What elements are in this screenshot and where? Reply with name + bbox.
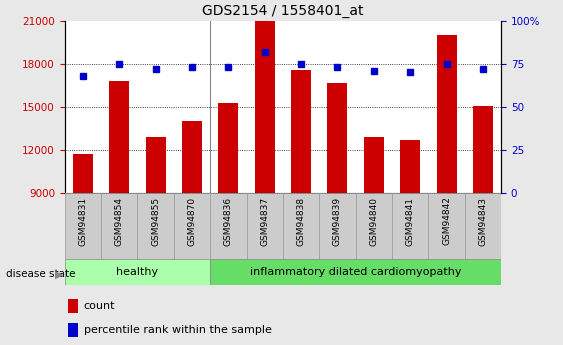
Bar (73, 155, 93, 193)
Bar (109, 81, 129, 193)
Text: disease state: disease state (6, 269, 75, 279)
Bar (473, 106, 493, 193)
Text: GSM94840: GSM94840 (369, 197, 378, 246)
Bar (254, 21, 275, 193)
FancyBboxPatch shape (210, 259, 501, 285)
Bar (436, 35, 457, 193)
FancyBboxPatch shape (319, 193, 356, 260)
Bar (364, 137, 384, 193)
Text: GSM94836: GSM94836 (224, 197, 233, 246)
Text: GSM94838: GSM94838 (297, 197, 306, 246)
Bar (218, 103, 238, 193)
Bar (328, 82, 347, 193)
Text: GSM94841: GSM94841 (406, 197, 415, 246)
FancyBboxPatch shape (174, 193, 210, 260)
FancyBboxPatch shape (101, 193, 137, 260)
Text: GSM94839: GSM94839 (333, 197, 342, 246)
Text: GSM94842: GSM94842 (442, 197, 451, 245)
FancyBboxPatch shape (137, 193, 174, 260)
FancyBboxPatch shape (65, 259, 210, 285)
FancyBboxPatch shape (210, 193, 247, 260)
Text: GSM94837: GSM94837 (260, 197, 269, 246)
FancyBboxPatch shape (464, 193, 501, 260)
Text: ▶: ▶ (55, 269, 64, 279)
FancyBboxPatch shape (65, 193, 101, 260)
FancyBboxPatch shape (283, 193, 319, 260)
FancyBboxPatch shape (428, 193, 464, 260)
Bar (68, 323, 78, 337)
Text: count: count (84, 301, 115, 311)
Text: GSM94854: GSM94854 (115, 197, 124, 246)
Text: inflammatory dilated cardiomyopathy: inflammatory dilated cardiomyopathy (250, 267, 461, 277)
Text: GSM94843: GSM94843 (479, 197, 488, 246)
Text: GSM94855: GSM94855 (151, 197, 160, 246)
FancyBboxPatch shape (247, 193, 283, 260)
FancyBboxPatch shape (392, 193, 428, 260)
Bar (182, 121, 202, 193)
Bar (400, 140, 420, 193)
Text: percentile rank within the sample: percentile rank within the sample (84, 325, 271, 335)
Text: GSM94870: GSM94870 (187, 197, 196, 246)
Text: healthy: healthy (117, 267, 159, 277)
Text: GSM94831: GSM94831 (78, 197, 87, 246)
Title: GDS2154 / 1558401_at: GDS2154 / 1558401_at (202, 4, 364, 18)
FancyBboxPatch shape (356, 193, 392, 260)
Bar (68, 299, 78, 313)
Bar (146, 137, 166, 193)
Bar (291, 70, 311, 193)
